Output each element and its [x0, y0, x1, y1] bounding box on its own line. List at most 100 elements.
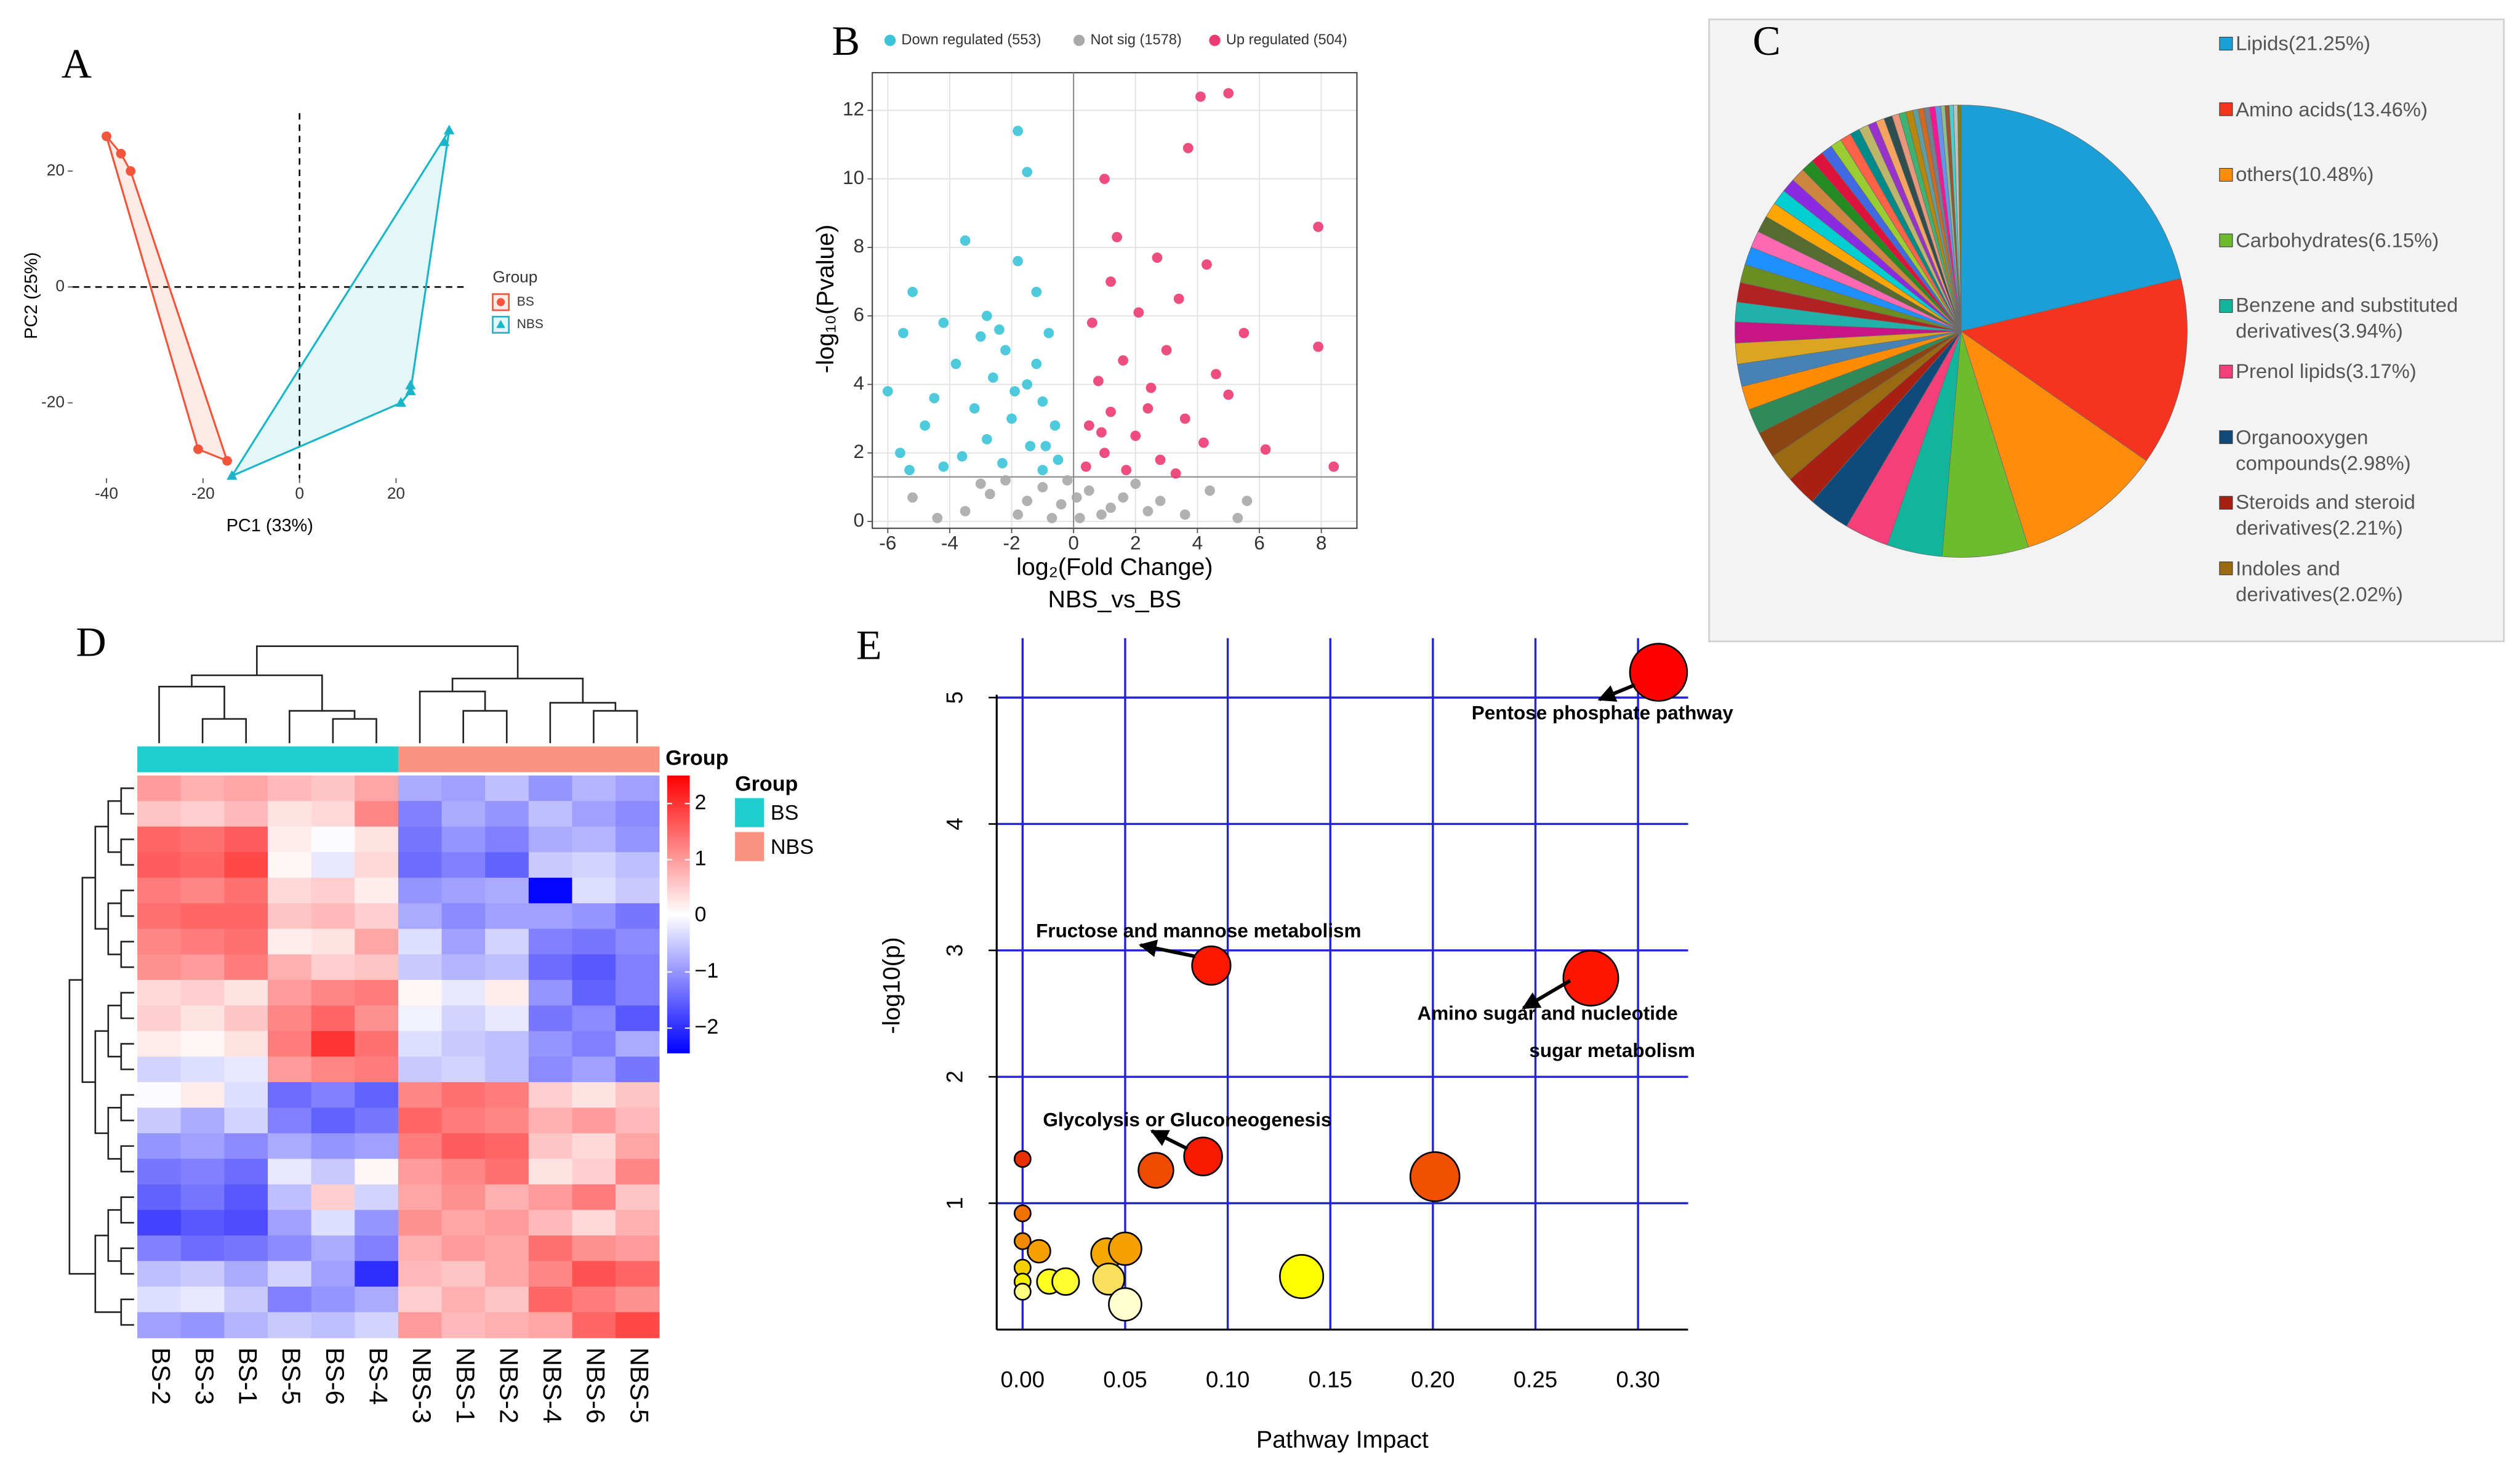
legend-label: Indoles and derivatives(2.02%): [2236, 557, 2403, 606]
heatmap-cell: [355, 1261, 399, 1287]
point: [938, 317, 949, 328]
point: [1313, 222, 1323, 232]
heatmap-cell: [355, 801, 399, 827]
heatmap-cell: [398, 1286, 443, 1313]
heatmap-cell: [137, 1235, 182, 1262]
heatmap-cell: [355, 1312, 399, 1338]
heatmap-cell: [267, 1082, 312, 1109]
heatmap-cell: [180, 826, 225, 853]
point: [975, 478, 986, 489]
legend-title: Group: [492, 267, 537, 286]
heatmap-cell: [441, 928, 486, 955]
point: [1211, 369, 1221, 380]
heatmap-cell: [224, 954, 268, 981]
heatmap-cell: [485, 1184, 529, 1211]
y-tick-label: 6: [854, 303, 865, 325]
y-tick-label: 3: [942, 944, 967, 957]
bubble: [1562, 950, 1619, 1007]
annotation-arrow: [1597, 683, 1635, 702]
heatmap-cell: [528, 1031, 573, 1058]
heatmap-cell: [398, 1031, 443, 1058]
heatmap-cell: [311, 979, 356, 1007]
heatmap-cell: [137, 1184, 182, 1211]
heatmap-cell: [398, 1159, 443, 1185]
point: [1022, 379, 1033, 390]
heatmap-cell: [485, 979, 529, 1007]
legend-label: NBS: [771, 835, 814, 859]
heatmap-cell: [441, 979, 486, 1007]
x-tick-label: 20: [387, 484, 405, 502]
x-tick-label: 0: [1068, 532, 1079, 554]
point: [222, 456, 232, 466]
y-tick-label: 4: [854, 372, 865, 394]
column-label: NBS-1: [451, 1348, 480, 1424]
heatmap-cell: [528, 1082, 573, 1109]
y-tick-label: 0: [854, 508, 865, 531]
point: [1133, 307, 1144, 318]
point: [1179, 413, 1190, 424]
heatmap-cell: [137, 1107, 182, 1134]
heatmap-cell: [528, 877, 573, 904]
legend-label-box: others(10.48%): [2236, 164, 2374, 187]
pie-slice: [1941, 331, 2029, 558]
point: [1096, 509, 1107, 520]
heatmap-cell: [355, 1210, 399, 1236]
heatmap-cell: [528, 903, 573, 930]
bubble: [1183, 1136, 1223, 1176]
legend-marker: [1209, 34, 1221, 46]
heatmap-cell: [224, 1031, 268, 1058]
heatmap-cell: [616, 954, 660, 981]
point: [987, 372, 998, 383]
heatmap-cell: [180, 1159, 225, 1185]
x-tick-label: 6: [1254, 532, 1265, 554]
heatmap-cell: [572, 1261, 616, 1287]
point: [929, 393, 940, 404]
legend-label-box: Steroids and steroid derivatives(2.21%): [2236, 491, 2415, 540]
heatmap-cell: [398, 954, 443, 981]
x-tick-label: 0: [295, 484, 304, 502]
heatmap-cell: [485, 1235, 529, 1262]
point: [1232, 513, 1243, 523]
heatmap-cell: [572, 1031, 616, 1058]
point: [1182, 143, 1194, 153]
heatmap-cell: [616, 1005, 660, 1032]
heatmap-cell: [311, 852, 356, 878]
heatmap-cell: [485, 1261, 529, 1287]
heatmap-cell: [224, 1210, 268, 1236]
heatmap-cell: [398, 1107, 443, 1134]
bubble: [1051, 1267, 1080, 1296]
column-label: NBS-6: [582, 1348, 611, 1424]
heatmap-cell: [137, 801, 182, 827]
point: [1313, 341, 1323, 352]
heatmap-cell: [180, 1235, 225, 1262]
heatmap-cell: [137, 1031, 182, 1058]
point: [1130, 478, 1141, 489]
heatmap-cell: [137, 1133, 182, 1160]
legend-swatch: [2219, 561, 2233, 576]
group-annotation: [572, 746, 616, 773]
heatmap-cell: [572, 1005, 616, 1032]
legend-label-box: Benzene and substituted derivatives(3.94…: [2236, 295, 2458, 344]
heatmap-cell: [441, 1312, 486, 1338]
pie-slice: [1960, 105, 2181, 332]
heatmap-cell: [528, 1210, 573, 1236]
colorbar-label: −1: [694, 959, 718, 983]
bubble: [1409, 1151, 1461, 1202]
heatmap-cell: [137, 1005, 182, 1032]
heatmap-cell: [180, 1210, 225, 1236]
heatmap-cell: [137, 979, 182, 1007]
point: [957, 451, 968, 462]
heatmap-cell: [311, 801, 356, 827]
heatmap-cell: [224, 979, 268, 1007]
heatmap-cell: [441, 1210, 486, 1236]
legend-swatch: [2219, 102, 2233, 116]
y-tick-label: 4: [942, 818, 967, 830]
heatmap-cell: [528, 1235, 573, 1262]
heatmap-cell: [267, 979, 312, 1007]
legend-swatch: [2219, 430, 2233, 444]
heatmap-cell: [441, 1005, 486, 1032]
heatmap-cell: [180, 1312, 225, 1338]
heatmap-cell: [528, 1261, 573, 1287]
heatmap-cell: [616, 775, 660, 802]
